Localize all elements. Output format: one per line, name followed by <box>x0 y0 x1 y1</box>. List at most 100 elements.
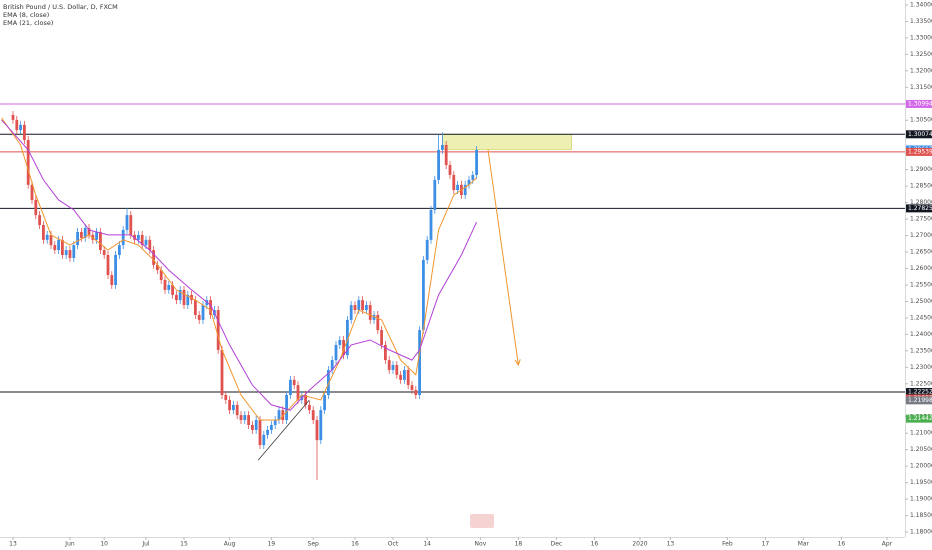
candle-body <box>53 245 57 251</box>
candle-body <box>110 275 114 285</box>
y-tick-label: 1.19500 <box>910 479 932 486</box>
candle-body <box>311 410 315 421</box>
candle-body <box>323 395 326 411</box>
candle-body <box>319 410 323 441</box>
candle-body <box>307 404 311 411</box>
x-tick-label: Jul <box>141 541 150 548</box>
plot-area <box>0 103 905 481</box>
logo-badge <box>470 514 494 528</box>
logo <box>470 514 494 528</box>
y-tick-label: 1.26000 <box>910 265 932 272</box>
candle-body <box>148 239 152 251</box>
candle-body <box>326 369 330 396</box>
candle-body <box>266 429 269 435</box>
y-tick-label: 1.20000 <box>910 463 932 470</box>
candle-body <box>258 420 262 446</box>
x-tick-label: 18 <box>515 541 523 548</box>
arrow-head <box>514 359 521 367</box>
candle-body <box>383 344 387 361</box>
ema-line <box>1 119 478 411</box>
candle-body <box>171 284 174 295</box>
x-tick-label: Dec <box>551 541 563 548</box>
candle-body <box>345 319 349 356</box>
candle-body <box>68 250 72 258</box>
candle-body <box>201 305 205 320</box>
x-tick-label: Oct <box>388 541 399 548</box>
price-label-bg <box>906 130 932 139</box>
candle-body <box>72 245 76 258</box>
candle-body <box>41 225 45 240</box>
x-tick-label: 19 <box>268 541 276 548</box>
y-tick-label: 1.26500 <box>910 249 932 256</box>
y-tick-label: 1.32500 <box>910 51 932 58</box>
candle-body <box>342 339 345 356</box>
x-tick-label: 16 <box>591 541 599 548</box>
candle-body <box>76 231 79 246</box>
price-label-bg <box>906 147 932 156</box>
legend-entry: British Pound / U.S. Dollar, D, FXCM <box>3 3 118 11</box>
candle-body <box>361 300 364 311</box>
candle-body <box>125 215 129 230</box>
candle-body <box>414 390 418 396</box>
price-label-bg <box>906 414 932 423</box>
y-tick-label: 1.25500 <box>910 281 932 288</box>
candle-body <box>243 415 247 421</box>
y-tick-label: 1.19000 <box>910 496 932 503</box>
candle-body <box>38 215 41 226</box>
candle-body <box>197 314 201 320</box>
x-tick-label: 16 <box>351 541 359 548</box>
candle-body <box>57 239 60 251</box>
y-tick-label: 1.33000 <box>910 34 932 41</box>
candle-body <box>429 209 433 240</box>
y-tick-label: 1.33500 <box>910 18 932 25</box>
x-tick-label: 13 <box>9 541 17 548</box>
price-label: 1.30074 <box>908 131 932 138</box>
legend-entry: EMA (21, close) <box>3 19 53 27</box>
candle-body <box>277 410 281 421</box>
candle-body <box>437 149 440 180</box>
x-tick-label: 13 <box>667 541 675 548</box>
candle-body <box>60 239 64 255</box>
candle-body <box>391 365 395 370</box>
price-label: 1.27825 <box>908 205 932 212</box>
candle-body <box>235 404 239 416</box>
candle-body <box>425 239 429 260</box>
candle-body <box>380 330 383 345</box>
candle-body <box>167 284 171 290</box>
candle-body <box>121 229 125 246</box>
candle-body <box>262 434 266 446</box>
price-label-bg <box>906 396 932 405</box>
candle-body <box>193 300 197 315</box>
y-tick-label: 1.18000 <box>910 529 932 536</box>
forecast-arrow <box>487 149 519 366</box>
candle-body <box>144 239 148 246</box>
candle-body <box>467 179 471 185</box>
candle-body <box>372 314 376 320</box>
price-label-bg <box>906 99 932 108</box>
y-tick-label: 1.21000 <box>910 430 932 437</box>
candle-body <box>463 184 467 196</box>
candle-body <box>15 119 19 131</box>
candle-body <box>444 144 448 166</box>
legend-entry: EMA (8, close) <box>3 11 49 19</box>
candle-body <box>83 227 87 238</box>
candle-body <box>11 114 15 120</box>
candle-body <box>338 339 342 345</box>
y-tick-label: 1.34000 <box>910 1 932 8</box>
axes: 1.18000 1.18500 1.19000 1.19500 1.20000 1.205… <box>9 1 932 548</box>
candle-body <box>376 314 380 331</box>
y-tick-label: 1.24500 <box>910 314 932 321</box>
y-tick-label: 1.23000 <box>910 364 932 371</box>
candle-body <box>45 234 49 240</box>
candle-body <box>357 300 361 311</box>
candle-body <box>334 344 338 361</box>
candle-body <box>136 234 140 240</box>
candle-body <box>440 144 444 150</box>
candle-body <box>296 385 300 400</box>
price-label-bg <box>906 387 932 396</box>
candle-body <box>402 369 406 380</box>
candle-body <box>49 234 53 246</box>
candle-body <box>209 300 212 315</box>
candle-body <box>273 420 277 425</box>
